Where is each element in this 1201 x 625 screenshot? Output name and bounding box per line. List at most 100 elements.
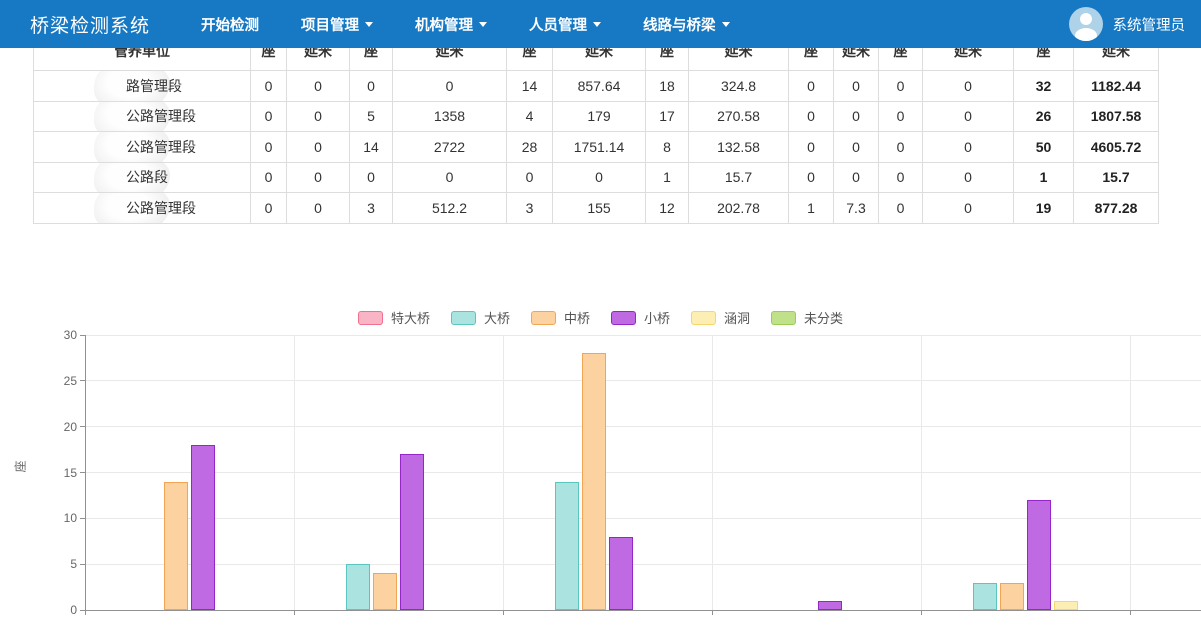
y-axis-tick [80,472,85,473]
unit-name-cell: 公路段 [33,161,251,193]
table-cell: 1 [1013,161,1074,193]
table-cell: 1182.44 [1073,70,1159,102]
nav-item-1[interactable]: 项目管理 [280,0,394,48]
table-cell: 0 [349,161,393,193]
bar-小桥-group4 [818,600,842,610]
table-row: 公路管理段 0 0 3 512.2 3 155 12 202.78 1 7.3 0 0 19 877.28 [33,192,1159,224]
nav-item-label: 人员管理 [529,17,588,34]
table-cell: 0 [286,131,350,163]
table-cell: 4605.72 [1073,131,1159,163]
legend-item-0[interactable]: 特大桥 [357,308,430,327]
table-cell: 0 [506,161,553,193]
bar-中桥-group3 [582,353,606,610]
table-cell: 0 [878,161,923,193]
x-axis-tick [1129,610,1131,615]
bar-小桥-group2 [400,454,424,610]
table-cell: 324.8 [688,70,789,102]
table-cell: 2722 [392,131,507,163]
legend-item-2[interactable]: 中桥 [530,308,590,327]
legend-label: 特大桥 [390,311,430,326]
table-cell: 19 [1013,192,1074,224]
y-axis-tick [80,380,85,382]
table-cell: 18 [645,70,689,102]
table-cell: 0 [833,161,879,193]
table-cell: 0 [250,161,287,193]
redaction-blob [94,193,170,223]
nav-item-0[interactable]: 开始检测 [180,0,280,48]
nav-item-3[interactable]: 人员管理 [508,0,622,48]
table-row: 公路段 0 0 0 0 0 0 1 15.7 0 0 0 0 1 15.7 [33,161,1159,193]
legend-swatch [450,310,476,325]
unit-name-cell: 公路管理段 [33,131,251,163]
table-row: 公路管理段 0 0 5 1358 4 179 17 270.58 0 0 0 0 26 1807.58 [33,100,1159,132]
table-cell: 0 [922,70,1014,102]
x-axis-line [85,610,1201,611]
bar-涵洞-group5 [1054,600,1078,610]
table-cell: 1807.58 [1073,100,1159,132]
unit-name-cell: 公路管理段 [33,192,251,224]
table-cell: 0 [349,70,393,102]
table-cell: 5 [349,100,393,132]
navbar-menu: 开始检测 项目管理 机构管理 人员管理 线路与桥梁 [180,0,751,48]
table-cell: 3 [349,192,393,224]
x-axis-tick [502,610,504,615]
table-cell: 0 [833,70,879,102]
table-cell: 1751.14 [552,131,646,163]
nav-item-4[interactable]: 线路与桥梁 [622,0,751,48]
legend-swatch [357,310,383,325]
nav-item-label: 机构管理 [415,17,474,34]
y-tick-label: 20 [63,419,77,434]
user-menu[interactable]: 系统管理员 [1068,7,1185,41]
table-cell: 0 [833,131,879,163]
table-cell: 0 [922,161,1014,193]
grid-line-h [85,517,1201,519]
grid-line-h [85,334,1201,336]
legend-item-4[interactable]: 涵洞 [691,308,750,327]
bar-中桥-group1 [164,481,188,610]
y-axis-tick [80,609,85,611]
table-cell: 0 [878,131,923,163]
table-cell: 0 [878,70,923,102]
table-cell: 0 [286,100,350,132]
table-cell: 1358 [392,100,507,132]
unit-name-cell: 路管理段 [33,70,251,102]
legend-item-3[interactable]: 小桥 [611,308,670,327]
table-cell: 0 [392,161,507,193]
legend-item-5[interactable]: 未分类 [771,308,843,327]
table-cell: 0 [833,100,879,132]
table-cell: 0 [788,100,834,132]
table-cell: 270.58 [688,100,789,132]
chevron-down-icon [721,21,730,27]
legend-item-1[interactable]: 大桥 [450,308,510,327]
y-axis-line [84,335,86,610]
table-cell: 3 [506,192,553,224]
table-cell: 32 [1013,70,1074,102]
table-cell: 0 [922,131,1014,163]
x-axis-tick [920,610,922,615]
redaction-blob [94,71,170,101]
table-cell: 0 [250,100,287,132]
bar-中桥-group5 [1000,582,1024,610]
table-row: 公路管理段 0 0 14 2722 28 1751.14 8 132.58 0 0 0 0 50 4605.… [33,131,1159,163]
table-cell: 0 [922,192,1014,224]
unit-name-text: 公路管理段 [126,199,196,216]
y-axis-tick [80,563,85,565]
grid-line-v [920,335,922,610]
bar-小桥-group1 [191,445,215,610]
table-cell: 512.2 [392,192,507,224]
navbar: 桥梁检测系统 开始检测 项目管理 机构管理 人员管理 线路与桥梁 系统管理员 [0,0,1201,48]
y-tick-label: 0 [70,603,77,617]
table-cell: 202.78 [688,192,789,224]
table-cell: 15.7 [1073,161,1159,193]
y-axis-tick [80,517,85,519]
table-cell: 877.28 [1073,192,1159,224]
table-cell: 0 [286,161,350,193]
y-axis-tick [80,334,85,336]
nav-item-label: 开始检测 [201,17,260,34]
bridge-count-chart: 特大桥 大桥 中桥 小桥 涵洞 未分类 0 5 10 15 20 25 30 座 [0,300,1201,625]
nav-item-label: 线路与桥梁 [643,17,716,34]
table-cell: 0 [878,192,923,224]
nav-item-label: 项目管理 [301,17,360,34]
bar-小桥-group3 [609,536,633,610]
nav-item-2[interactable]: 机构管理 [394,0,508,48]
